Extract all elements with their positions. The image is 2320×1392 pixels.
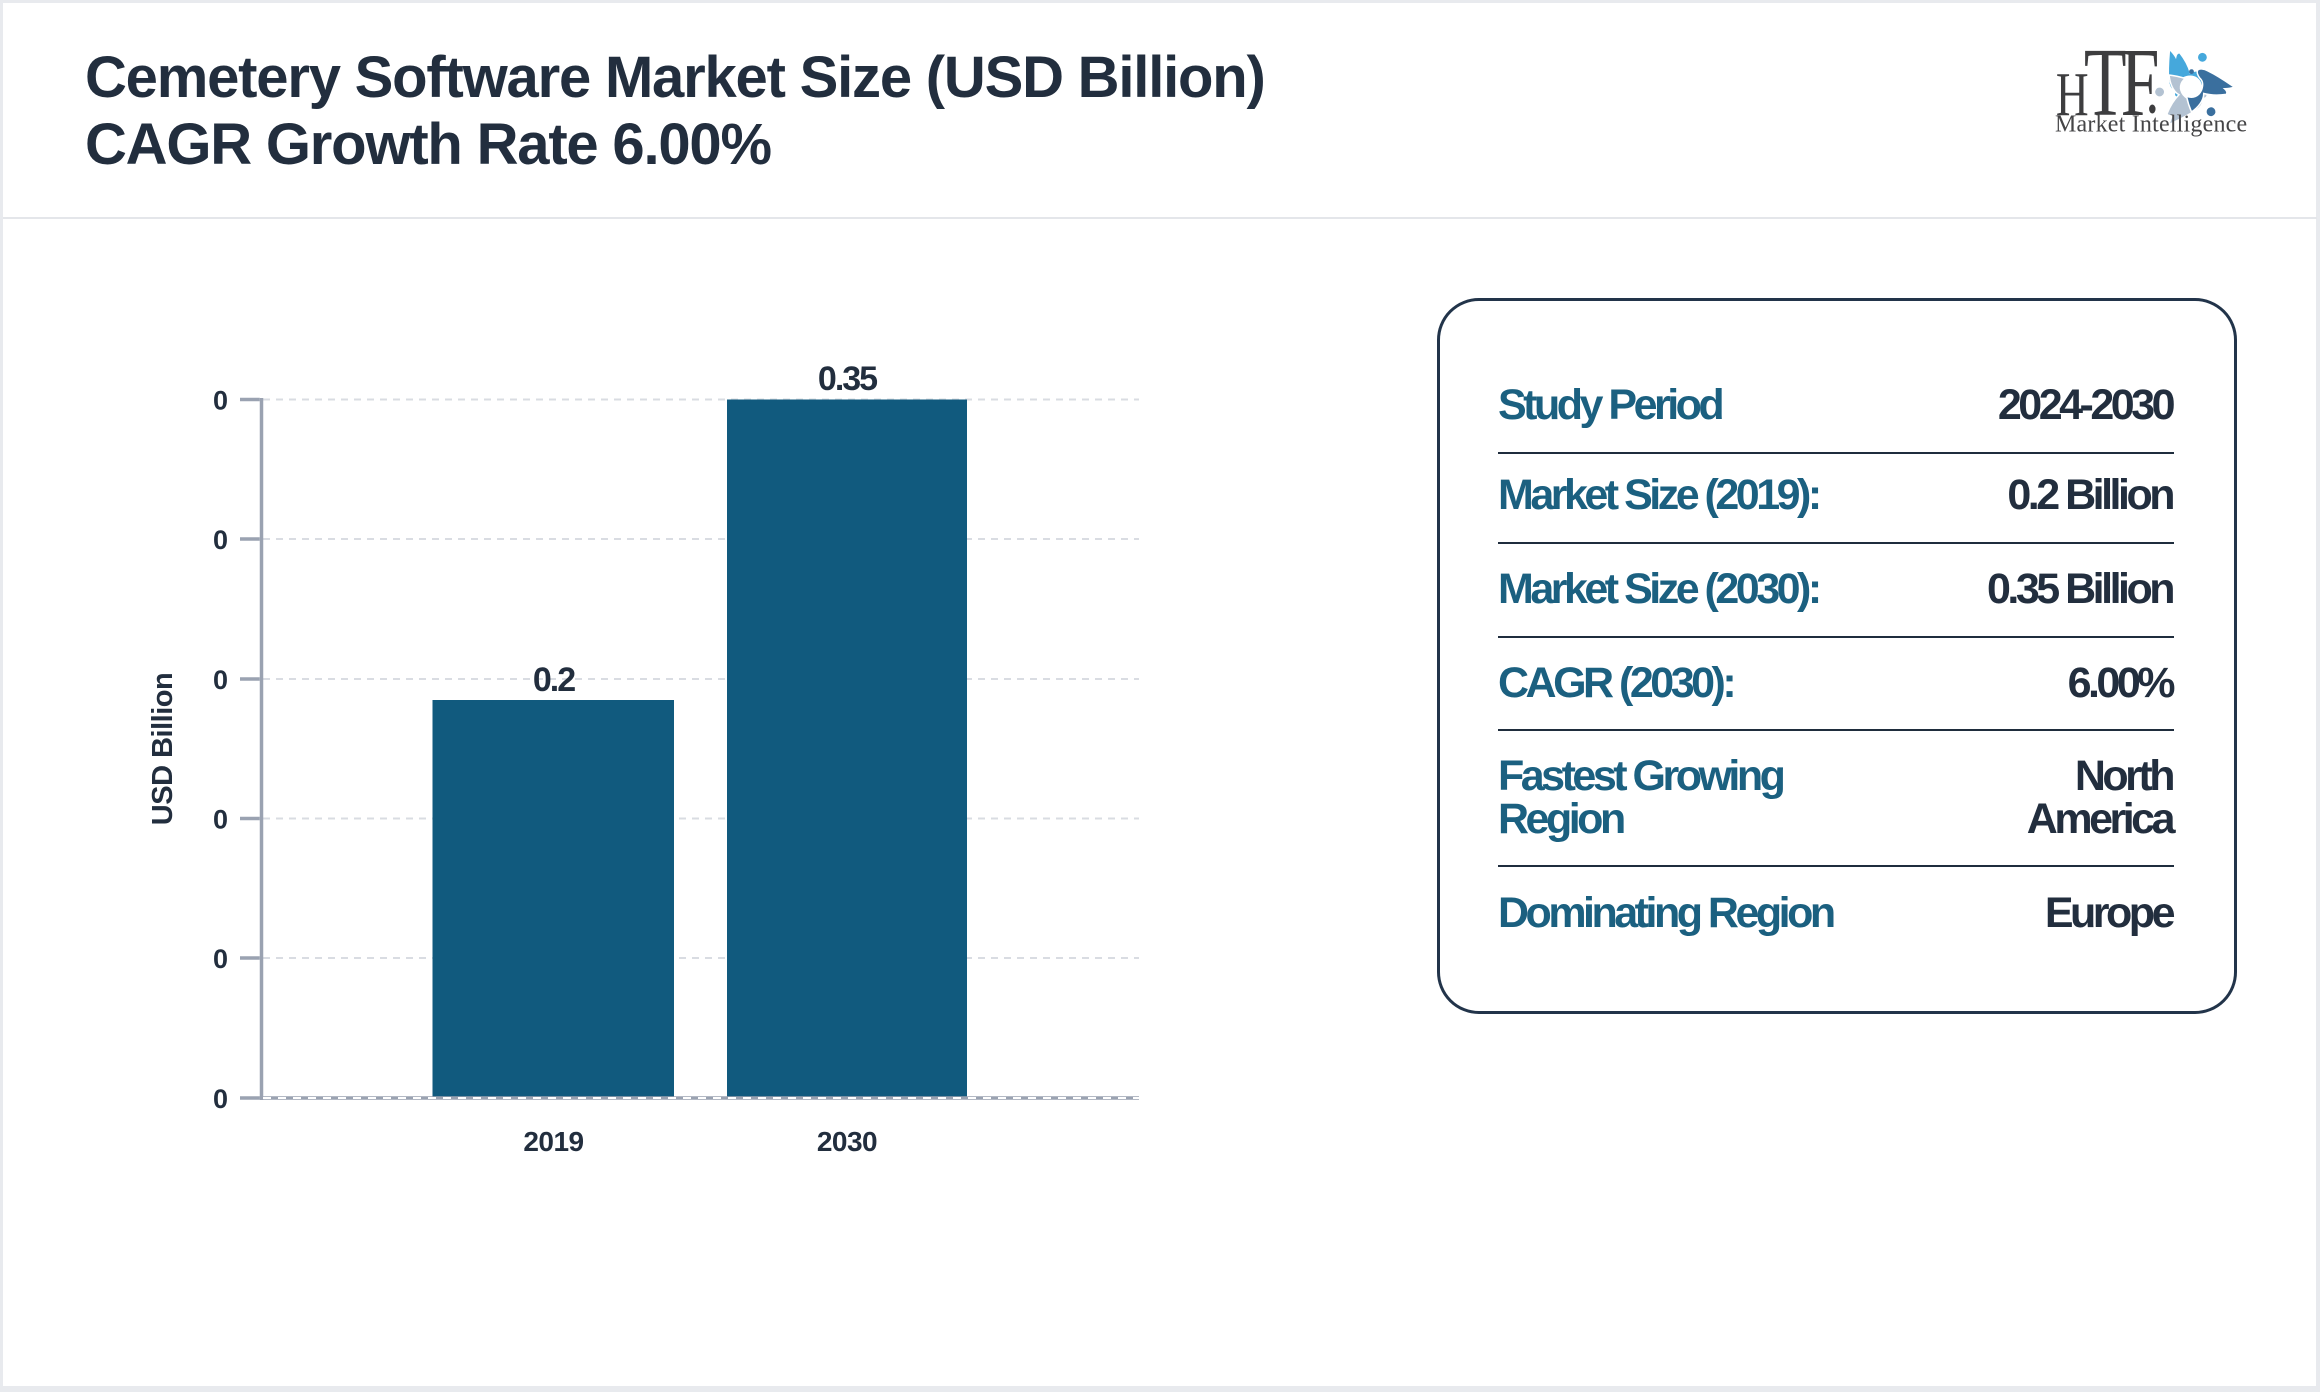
svg-text:2030: 2030 (817, 1126, 877, 1157)
svg-text:F: F (2121, 35, 2160, 137)
svg-text:USD Billion: USD Billion (147, 673, 179, 825)
svg-text:0.35: 0.35 (818, 360, 877, 398)
svg-text:H: H (2056, 59, 2089, 129)
svg-text:0: 0 (213, 804, 227, 834)
svg-text:0: 0 (213, 1084, 227, 1114)
svg-text:0: 0 (213, 944, 227, 974)
svg-text:Market Intelligence: Market Intelligence (2055, 112, 2247, 138)
svg-text:0.2: 0.2 (533, 661, 575, 699)
svg-text:T: T (2084, 35, 2127, 137)
svg-text:0: 0 (213, 525, 227, 555)
svg-text:0: 0 (213, 385, 227, 415)
svg-text:2019: 2019 (523, 1126, 583, 1157)
svg-text:0: 0 (213, 665, 227, 695)
